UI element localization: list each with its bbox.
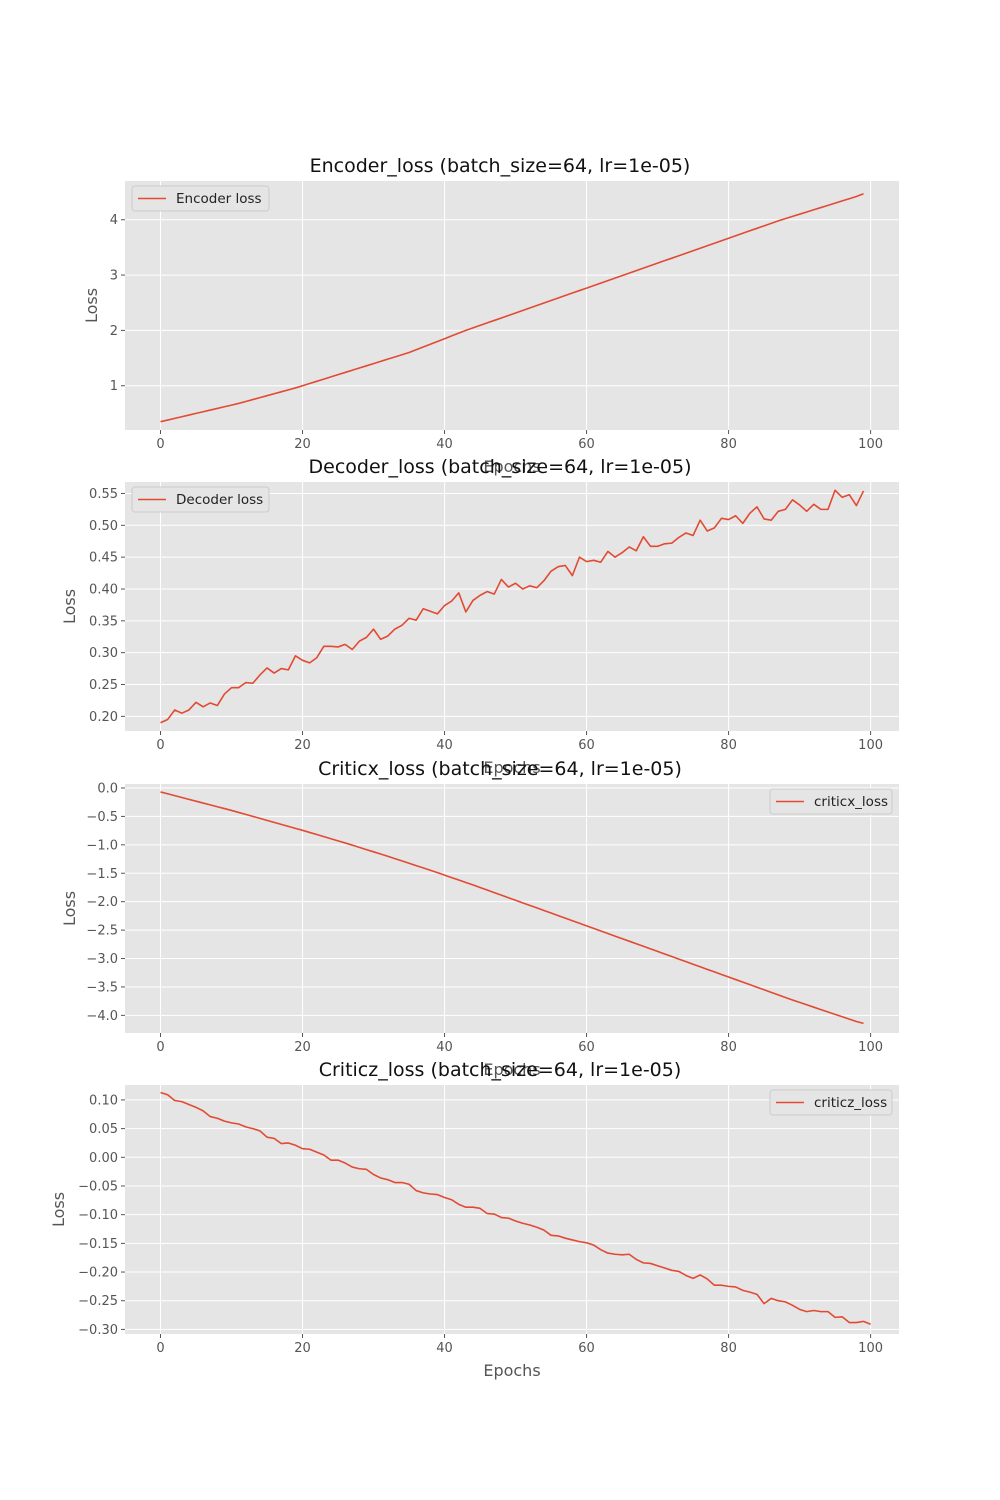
x-tick-label: 100 (858, 738, 883, 753)
y-tick-label: −0.5 (86, 810, 118, 825)
y-tick-label: 3 (110, 269, 118, 284)
x-tick-label: 60 (578, 1341, 595, 1356)
x-tick-label: 0 (156, 1341, 164, 1356)
legend: criticx_loss (769, 788, 893, 815)
x-tick-label: 100 (858, 1341, 883, 1356)
x-tick-label: 80 (720, 738, 737, 753)
legend-box (131, 486, 270, 513)
legend-label: Decoder loss (176, 492, 263, 508)
y-tick-label: −2.5 (86, 924, 118, 939)
y-tick-label: 0.40 (89, 582, 118, 597)
y-tick-label: 0.0 (97, 781, 118, 796)
chart-title: Encoder_loss (batch_size=64, lr=1e-05) (310, 155, 691, 177)
series-line-criticz-loss (160, 1091, 871, 1325)
chart-panel-3: 0 20 40 60 80 100 0.0 −0.5 −1.0 −1.5 −2.0 −2.5 −3.0 −… (60, 758, 899, 1079)
legend-box (769, 788, 893, 815)
legend-box (131, 185, 270, 212)
y-tick-label: 0.20 (89, 710, 118, 725)
y-tick-label: −4.0 (86, 1009, 118, 1024)
y-tick-label: −3.0 (86, 952, 118, 967)
series-line-encoder-loss (160, 192, 864, 423)
y-tick-label: 4 (110, 213, 118, 228)
x-axis-label: Epochs (483, 1060, 540, 1079)
chart-panel-2: 0 20 40 60 80 100 0.20 0.25 0.30 0.35 0.40 0.45 0.50… (60, 456, 899, 777)
plot-area (125, 181, 899, 430)
x-axis-label: Epochs (483, 758, 540, 777)
x-tick-label: 40 (436, 1341, 453, 1356)
x-tick-label: 60 (578, 1040, 595, 1055)
chart-panel-4: 0 20 40 60 80 100 0.10 0.05 0.00 −0.05 −0.10 −0.15 −… (49, 1059, 899, 1380)
x-tick-label: 60 (578, 437, 595, 452)
y-tick-label: −0.30 (78, 1323, 118, 1338)
y-tick-label: −0.05 (78, 1179, 118, 1194)
x-tick-label: 100 (858, 1040, 883, 1055)
x-tick-label: 80 (720, 437, 737, 452)
y-tick-label: 0.25 (89, 678, 118, 693)
x-tick-label: 0 (156, 437, 164, 452)
x-tick-label: 0 (156, 1040, 164, 1055)
y-tick-label: 0.00 (89, 1151, 118, 1166)
legend-box (769, 1089, 893, 1116)
y-tick-label: 0.30 (89, 646, 118, 661)
x-tick-label: 80 (720, 1040, 737, 1055)
y-tick-label: 0.50 (89, 519, 118, 534)
chart-title: Criticz_loss (batch_size=64, lr=1e-05) (319, 1059, 682, 1081)
y-tick-label: −2.0 (86, 895, 118, 910)
y-tick-label: −1.0 (86, 838, 118, 853)
legend-label: criticz_loss (814, 1095, 887, 1111)
y-tick-label: 0.35 (89, 614, 118, 629)
chart-panel-1: 0 20 40 60 80 100 1 2 3 4 Encoder loss Epochs Loss En… (82, 155, 899, 476)
legend: Decoder loss (131, 486, 270, 513)
y-tick-label: 1 (110, 379, 118, 394)
x-tick-label: 0 (156, 738, 164, 753)
x-tick-label: 20 (294, 1040, 311, 1055)
chart-title: Decoder_loss (batch_size=64, lr=1e-05) (309, 456, 692, 478)
y-axis-label: Loss (60, 589, 79, 624)
y-tick-label: 0.55 (89, 487, 118, 502)
y-axis-label: Loss (82, 288, 101, 323)
y-axis-label: Loss (60, 891, 79, 926)
x-tick-label: 20 (294, 738, 311, 753)
x-tick-label: 80 (720, 1341, 737, 1356)
y-tick-label: −1.5 (86, 867, 118, 882)
y-tick-label: 0.10 (89, 1093, 118, 1108)
y-tick-label: 0.45 (89, 551, 118, 566)
plot-area (125, 1085, 899, 1334)
legend: criticz_loss (769, 1089, 893, 1116)
x-tick-label: 40 (436, 738, 453, 753)
y-tick-label: 2 (110, 324, 118, 339)
legend-label: criticx_loss (814, 794, 888, 810)
x-tick-label: 20 (294, 437, 311, 452)
legend-label: Encoder loss (176, 191, 262, 207)
x-axis-label: Epochs (483, 1361, 540, 1380)
chart-title: Criticx_loss (batch_size=64, lr=1e-05) (318, 758, 682, 780)
y-tick-label: −0.10 (78, 1208, 118, 1223)
plot-area (125, 482, 899, 731)
x-tick-label: 100 (858, 437, 883, 452)
y-tick-label: 0.05 (89, 1122, 118, 1137)
series-line-decoder-loss (160, 489, 865, 724)
y-tick-label: −0.25 (78, 1294, 118, 1309)
x-tick-label: 40 (436, 1040, 453, 1055)
series-line-criticx-loss (160, 791, 864, 1025)
y-tick-label: −3.5 (86, 980, 118, 995)
y-tick-label: −0.15 (78, 1237, 118, 1252)
legend: Encoder loss (131, 185, 270, 212)
x-tick-label: 40 (436, 437, 453, 452)
y-tick-label: −0.20 (78, 1266, 118, 1281)
x-axis-label: Epochs (483, 457, 540, 476)
plot-area (125, 784, 899, 1033)
y-axis-label: Loss (49, 1192, 68, 1227)
x-tick-label: 20 (294, 1341, 311, 1356)
x-tick-label: 60 (578, 738, 595, 753)
